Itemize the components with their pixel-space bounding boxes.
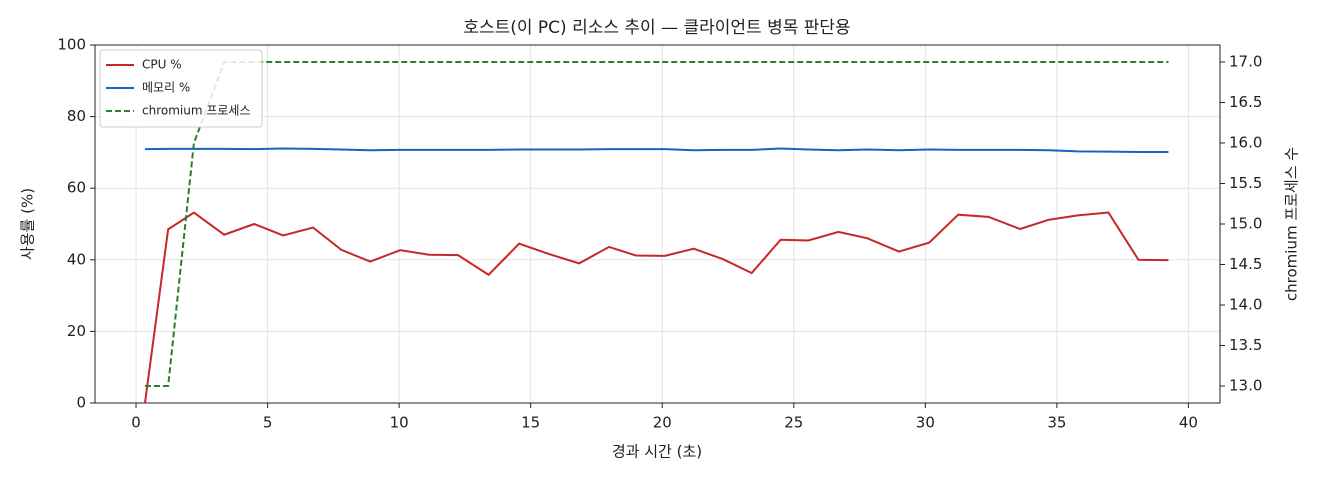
- legend-label: 메모리 %: [142, 81, 190, 95]
- y-tick-label: 60: [67, 179, 86, 197]
- y2-tick-label: 14.0: [1229, 295, 1262, 313]
- x-tick-label: 40: [1179, 414, 1198, 432]
- y2-tick-label: 16.5: [1229, 93, 1262, 111]
- series-line: [143, 211, 1169, 404]
- y2-axis-label: chromium 프로세스 수: [1283, 147, 1301, 301]
- y2-tick-label: 13.0: [1229, 376, 1262, 394]
- x-tick-label: 25: [784, 414, 803, 432]
- x-tick-label: 30: [916, 414, 935, 432]
- legend: CPU % 메모리 % chromium 프로세스: [99, 49, 263, 128]
- y2-tick-label: 14.5: [1229, 255, 1262, 273]
- x-axis-label: 경과 시간 (초): [612, 443, 702, 461]
- x-tick-label: 15: [521, 414, 540, 432]
- y2-tick-label: 16.0: [1229, 134, 1262, 152]
- y2-tick-label: 13.5: [1229, 336, 1262, 354]
- y-axis-label: 사용률 (%): [19, 188, 37, 260]
- y2-tick-label: 15.0: [1229, 215, 1262, 233]
- chart-title: 호스트(이 PC) 리소스 추이 — 클라이언트 병목 판단용: [463, 18, 850, 38]
- x-tick-label: 5: [263, 414, 273, 432]
- legend-box: [99, 49, 263, 128]
- x-tick-label: 35: [1047, 414, 1066, 432]
- legend-label: chromium 프로세스: [142, 104, 251, 118]
- series-line: [144, 61, 1169, 387]
- y-tick-label: 100: [57, 36, 86, 54]
- legend-label: CPU %: [142, 58, 182, 72]
- y-tick-label: 0: [76, 394, 86, 412]
- y2-tick-label: 17.0: [1229, 53, 1262, 71]
- x-tick-label: 0: [131, 414, 141, 432]
- plot-frame: [94, 44, 1221, 404]
- y2-tick-label: 15.5: [1229, 174, 1262, 192]
- series-line: [144, 147, 1169, 154]
- x-tick-label: 10: [390, 414, 409, 432]
- y-tick-label: 80: [67, 107, 86, 125]
- y-tick-label: 20: [67, 322, 86, 340]
- y-tick-label: 40: [67, 250, 86, 268]
- x-tick-label: 20: [653, 414, 672, 432]
